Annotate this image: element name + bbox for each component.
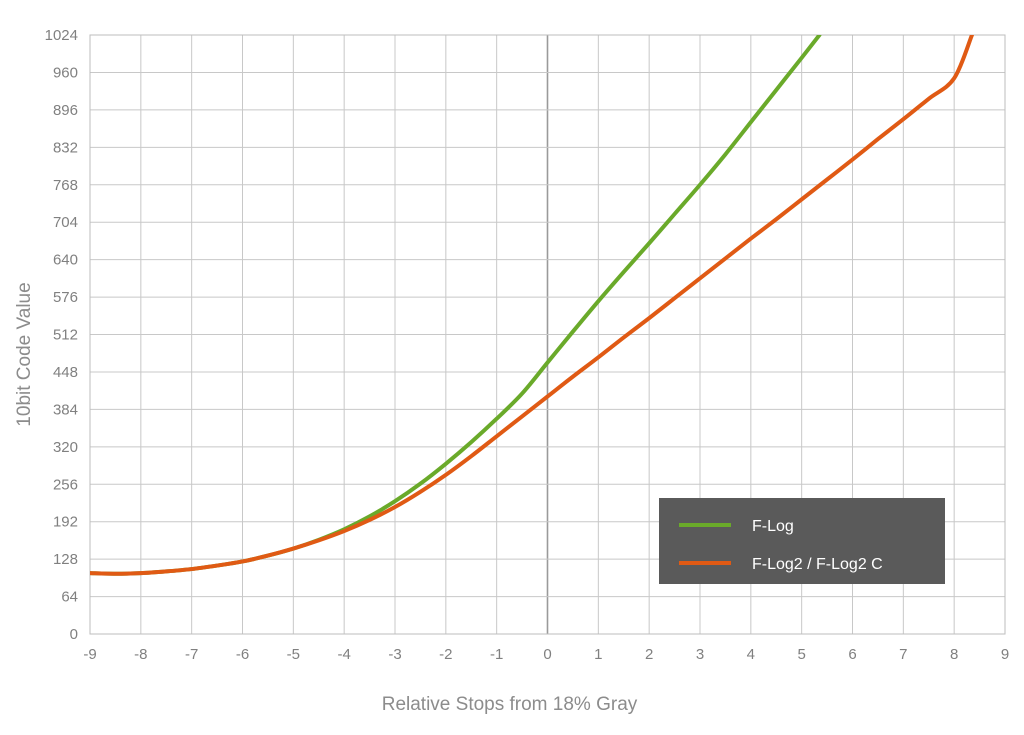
x-axis-ticks: -9 -8 -7 -6 -5 -4 -3 -2 -1 0 1 2 3 4 5 6 7 8 9	[83, 646, 1009, 663]
legend-background	[659, 498, 945, 584]
y-axis-ticks: 0 64 128 192 256 320 384 448 512 576 640 704 768 832 8…	[45, 27, 78, 643]
plot-border	[89, 34, 1006, 635]
y-tick-label: 896	[53, 102, 78, 119]
x-tick-label: 0	[543, 646, 551, 663]
legend-label-f-log2: F-Log2 / F-Log2 C	[752, 556, 883, 573]
y-tick-label: 832	[53, 139, 78, 156]
x-tick-label: -8	[134, 646, 147, 663]
x-tick-label: -9	[83, 646, 96, 663]
x-tick-label: -3	[388, 646, 401, 663]
x-tick-label: 3	[696, 646, 704, 663]
x-tick-label: 4	[747, 646, 755, 663]
x-axis-title: Relative Stops from 18% Gray	[382, 694, 638, 715]
legend-label-f-log: F-Log	[752, 518, 794, 535]
y-tick-label: 0	[70, 626, 78, 643]
legend: F-Log F-Log2 / F-Log2 C	[659, 498, 945, 584]
x-tick-label: 7	[899, 646, 907, 663]
y-tick-label: 64	[61, 589, 78, 606]
x-tick-label: -5	[287, 646, 300, 663]
x-tick-label: 9	[1001, 646, 1009, 663]
x-tick-label: -7	[185, 646, 198, 663]
y-tick-label: 384	[53, 401, 78, 418]
x-tick-label: -1	[490, 646, 503, 663]
y-tick-label: 512	[53, 327, 78, 344]
y-tick-label: 448	[53, 364, 78, 381]
x-tick-label: 8	[950, 646, 958, 663]
y-tick-label: 960	[53, 64, 78, 81]
x-tick-label: 6	[848, 646, 856, 663]
y-tick-label: 704	[53, 214, 78, 231]
y-axis-title: 10bit Code Value	[14, 282, 35, 426]
y-tick-label: 768	[53, 177, 78, 194]
y-tick-label: 640	[53, 252, 78, 269]
x-tick-label: -2	[439, 646, 452, 663]
y-tick-label: 1024	[45, 27, 78, 44]
x-tick-label: 1	[594, 646, 602, 663]
series-line-f-log	[90, 35, 822, 576]
series-line-f-log2	[90, 35, 974, 576]
y-tick-label: 128	[53, 551, 78, 568]
y-tick-label: 320	[53, 439, 78, 456]
y-tick-label: 576	[53, 289, 78, 306]
x-tick-label: -4	[337, 646, 350, 663]
x-tick-label: 5	[797, 646, 805, 663]
x-tick-label: -6	[236, 646, 249, 663]
series-layer	[90, 35, 974, 576]
x-tick-label: 2	[645, 646, 653, 663]
y-tick-label: 256	[53, 476, 78, 493]
y-tick-label: 192	[53, 514, 78, 531]
